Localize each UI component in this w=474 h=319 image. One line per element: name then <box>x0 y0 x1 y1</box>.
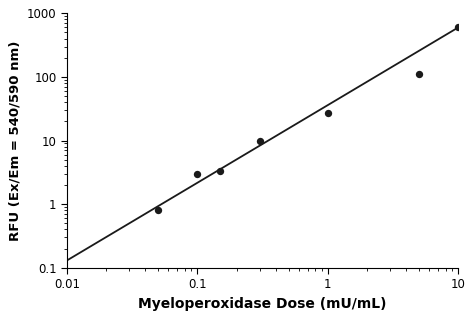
Point <box>415 72 423 77</box>
Point <box>217 168 224 174</box>
Point <box>155 208 162 213</box>
Point <box>324 110 332 115</box>
Y-axis label: RFU (Ex/Em = 540/590 nm): RFU (Ex/Em = 540/590 nm) <box>9 40 21 241</box>
Point <box>193 171 201 176</box>
X-axis label: Myeloperoxidase Dose (mU/mL): Myeloperoxidase Dose (mU/mL) <box>138 297 387 311</box>
Point <box>455 25 462 30</box>
Point <box>256 138 264 143</box>
